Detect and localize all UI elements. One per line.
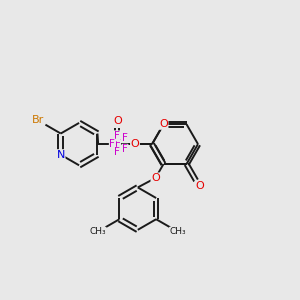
Text: Br: Br [32, 115, 44, 125]
Text: O: O [113, 116, 122, 126]
Text: F: F [114, 131, 120, 141]
Text: F: F [114, 147, 120, 158]
Text: O: O [159, 119, 168, 129]
Text: CH₃: CH₃ [89, 227, 106, 236]
Text: O: O [151, 173, 160, 183]
Text: F: F [122, 144, 128, 154]
Text: O: O [130, 139, 140, 149]
Text: F: F [115, 139, 121, 149]
Text: O: O [195, 181, 204, 191]
Text: CH₃: CH₃ [169, 227, 186, 236]
Text: F: F [110, 139, 115, 149]
Text: N: N [57, 150, 65, 160]
Text: F: F [122, 133, 128, 142]
